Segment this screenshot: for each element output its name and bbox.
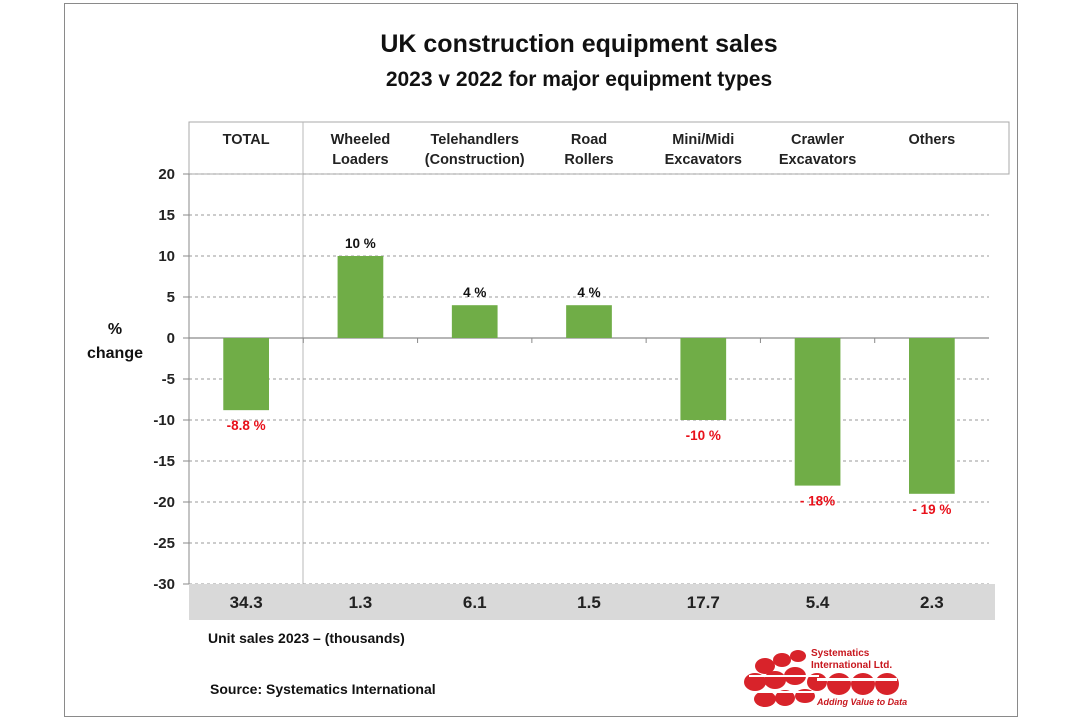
- category-label: Others: [908, 132, 955, 148]
- chart-subtitle: 2023 v 2022 for major equipment types: [386, 68, 772, 91]
- y-axis-label-text: change: [87, 345, 143, 362]
- unit-sales-value: 5.4: [806, 593, 830, 612]
- y-tick-label: -5: [162, 371, 175, 388]
- category-label: Telehandlers (Construction): [425, 132, 525, 168]
- category-header-band: [188, 121, 1010, 175]
- data-labels: -8.8 % 10 % 4 % 4 % -10 % - 18% - 19 %: [227, 236, 952, 517]
- data-label: -10 %: [686, 428, 721, 443]
- unit-sales-value: 2.3: [920, 593, 944, 612]
- data-label: 4 %: [577, 285, 600, 300]
- logo-line1: Systematics: [811, 648, 870, 659]
- bar: [451, 305, 498, 338]
- systematics-logo: Systematics International Ltd. Adding Va…: [744, 648, 907, 707]
- data-label: 4 %: [463, 285, 486, 300]
- data-label: 10 %: [345, 236, 376, 251]
- y-tick-label: -25: [153, 535, 175, 552]
- bar: [680, 338, 727, 420]
- source-note: Source: Systematics International: [210, 681, 436, 697]
- bar: [223, 338, 269, 411]
- gridlines: [189, 173, 989, 585]
- y-tick-label: 10: [158, 248, 175, 265]
- bar: [909, 338, 955, 494]
- data-label: - 18%: [800, 494, 835, 509]
- bar: [566, 305, 612, 338]
- y-tick-label: 0: [167, 330, 175, 347]
- logo-line2: International Ltd.: [811, 660, 892, 671]
- unit-sales-value: 17.7: [687, 593, 720, 612]
- y-tick-label: 20: [158, 166, 175, 183]
- x-tick-marks: [302, 338, 876, 343]
- chart-svg: UK construction equipment sales 2023 v 2…: [87, 30, 1010, 707]
- bar: [794, 338, 841, 486]
- unit-sales-value: 34.3: [230, 593, 263, 612]
- data-label: - 19 %: [912, 502, 951, 517]
- category-labels: TOTAL Wheeled Loaders Telehandlers (Construc…: [223, 132, 956, 168]
- unit-sales-value: 1.3: [349, 593, 373, 612]
- y-tick-label: -15: [153, 453, 175, 470]
- y-tick-label: 5: [167, 289, 175, 306]
- category-label: TOTAL: [223, 132, 270, 148]
- y-tick-label: -10: [153, 412, 175, 429]
- y-tick-label: -30: [153, 576, 175, 593]
- unit-sales-value: 1.5: [577, 593, 601, 612]
- data-label: -8.8 %: [227, 418, 266, 433]
- category-label: Mini/Midi Excavators: [665, 132, 742, 168]
- category-label: Crawler Excavators: [779, 132, 856, 168]
- logo-tagline: Adding Value to Data: [816, 697, 907, 707]
- chart-frame: UK construction equipment sales 2023 v 2…: [64, 3, 1018, 717]
- category-label: Wheeled Loaders: [331, 132, 391, 168]
- category-label: Road Rollers: [564, 132, 613, 168]
- unit-sales-band: [189, 584, 995, 620]
- y-tick-labels: 20 15 10 5 0 -5 -10 -15 -20 -25 -30: [153, 166, 189, 593]
- chart-title: UK construction equipment sales: [380, 30, 777, 58]
- unit-sales-values: 34.3 1.3 6.1 1.5 17.7 5.4 2.3: [230, 593, 944, 612]
- unit-sales-value: 6.1: [463, 593, 487, 612]
- bar-series: [223, 256, 955, 494]
- unit-sales-caption: Unit sales 2023 – (thousands): [208, 630, 405, 646]
- bar: [337, 256, 384, 338]
- y-axis-label-symbol: %: [108, 321, 122, 338]
- y-tick-label: 15: [158, 207, 175, 224]
- y-tick-label: -20: [153, 494, 175, 511]
